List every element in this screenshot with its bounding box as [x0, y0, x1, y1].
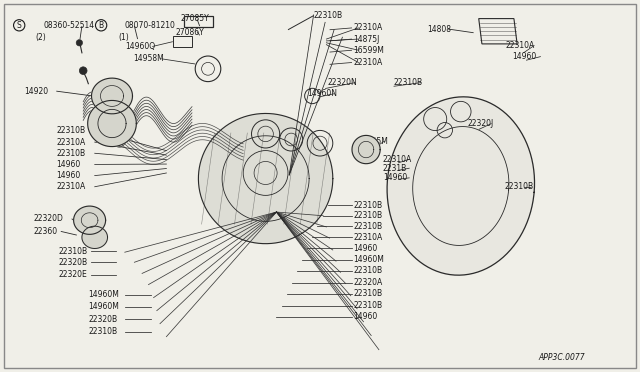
- Text: 14955M: 14955M: [357, 137, 388, 146]
- Text: 22320D: 22320D: [33, 214, 63, 223]
- Text: S: S: [17, 21, 22, 30]
- Text: 22310B: 22310B: [353, 201, 383, 210]
- Text: 14960M: 14960M: [88, 302, 119, 311]
- Polygon shape: [352, 135, 380, 164]
- Text: 22310A: 22310A: [56, 182, 86, 191]
- Text: 14960: 14960: [512, 52, 536, 61]
- Text: 14960: 14960: [383, 173, 407, 182]
- Text: 22320J: 22320J: [467, 119, 493, 128]
- Text: 14960: 14960: [56, 171, 81, 180]
- Text: (1): (1): [118, 33, 129, 42]
- Text: 22310B: 22310B: [56, 126, 86, 135]
- Text: 14960: 14960: [56, 160, 81, 169]
- Text: 14960Q: 14960Q: [125, 42, 156, 51]
- Polygon shape: [88, 100, 136, 147]
- Text: 22310B: 22310B: [59, 247, 88, 256]
- Polygon shape: [82, 226, 108, 248]
- Text: 22310B: 22310B: [353, 211, 383, 220]
- Text: 22310B: 22310B: [353, 266, 383, 275]
- Text: 22310B: 22310B: [394, 78, 423, 87]
- Text: 22320N: 22320N: [328, 78, 357, 87]
- Text: 08360-52514: 08360-52514: [44, 21, 95, 30]
- Polygon shape: [387, 97, 534, 275]
- Text: 08070-81210: 08070-81210: [125, 21, 175, 30]
- Text: 22310A: 22310A: [506, 41, 535, 50]
- Circle shape: [79, 67, 87, 74]
- Text: 16599M: 16599M: [353, 46, 384, 55]
- Text: 22310B: 22310B: [504, 182, 534, 191]
- Text: APP3C.0077: APP3C.0077: [539, 353, 586, 362]
- Text: 14960: 14960: [353, 312, 378, 321]
- Text: B: B: [99, 21, 104, 30]
- Text: 14960: 14960: [353, 244, 378, 253]
- Text: 27085Y: 27085Y: [180, 14, 209, 23]
- Text: 22310A: 22310A: [353, 58, 383, 67]
- Text: 22310A: 22310A: [353, 23, 383, 32]
- Bar: [184, 16, 213, 27]
- Text: 22310B: 22310B: [56, 149, 86, 158]
- Text: (2): (2): [35, 33, 46, 42]
- Text: 14960N: 14960N: [307, 89, 337, 98]
- Text: 22360: 22360: [33, 227, 58, 236]
- Text: 22310B: 22310B: [353, 289, 383, 298]
- Text: 22310B: 22310B: [314, 11, 343, 20]
- Text: 22320E: 22320E: [59, 270, 88, 279]
- Text: 2231B: 2231B: [383, 164, 407, 173]
- Polygon shape: [198, 113, 333, 244]
- Text: 14960M: 14960M: [353, 255, 384, 264]
- Circle shape: [76, 39, 83, 46]
- Bar: [173, 36, 192, 47]
- Text: 22320A: 22320A: [353, 278, 383, 287]
- Text: 22310A: 22310A: [56, 138, 86, 147]
- Text: 22310B: 22310B: [353, 222, 383, 231]
- Polygon shape: [92, 78, 132, 114]
- Text: 22310B: 22310B: [353, 301, 383, 310]
- Text: 22310A: 22310A: [383, 155, 412, 164]
- Text: 14960M: 14960M: [88, 290, 119, 299]
- Text: 14808: 14808: [428, 25, 452, 33]
- Text: 22320B: 22320B: [88, 315, 118, 324]
- Polygon shape: [74, 206, 106, 234]
- Text: 14875J: 14875J: [353, 35, 380, 44]
- Text: 14920: 14920: [24, 87, 49, 96]
- Text: 22310B: 22310B: [88, 327, 118, 336]
- Text: 27086Y: 27086Y: [176, 28, 205, 37]
- Text: 14958M: 14958M: [133, 54, 164, 63]
- Text: 22310A: 22310A: [353, 233, 383, 242]
- Text: 22320B: 22320B: [59, 258, 88, 267]
